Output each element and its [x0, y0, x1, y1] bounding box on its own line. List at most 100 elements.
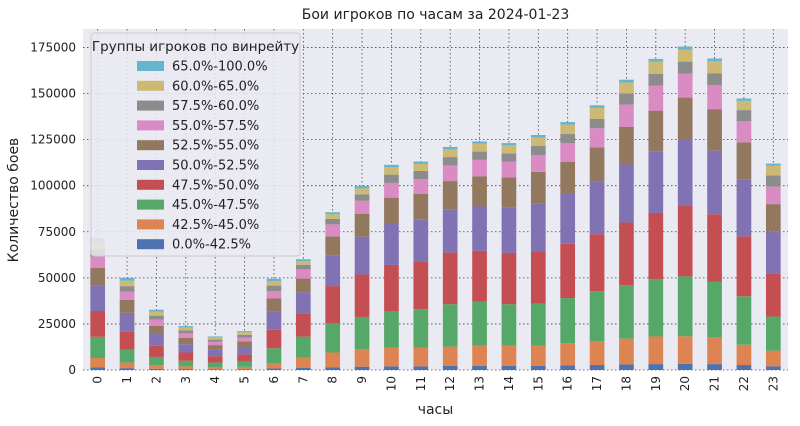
- bar-segment: [442, 209, 458, 253]
- bar-segment: [119, 280, 135, 287]
- bar-segment: [472, 206, 487, 251]
- legend-swatch: [137, 80, 164, 91]
- bar-segment: [384, 174, 399, 183]
- bar-segment: [707, 85, 722, 110]
- bar-segment: [149, 345, 164, 357]
- bar-segment: [765, 273, 781, 317]
- x-tick-label: 1: [120, 376, 134, 384]
- bar-segment: [648, 73, 664, 86]
- bar-segment: [90, 267, 106, 286]
- bar-segment: [295, 367, 311, 370]
- bar-segment: [178, 344, 194, 353]
- bar-segment: [325, 286, 341, 323]
- x-tick-label: 4: [208, 376, 222, 384]
- bar-segment: [237, 341, 252, 347]
- y-tick-label: 75000: [38, 225, 76, 239]
- bar-segment: [736, 344, 752, 366]
- y-tick-label: 150000: [30, 87, 76, 101]
- bar-segment: [707, 214, 722, 282]
- bar-segment: [707, 61, 722, 74]
- bar-segment: [530, 137, 546, 147]
- bar-segment: [413, 219, 429, 262]
- bar-segment: [677, 61, 693, 74]
- bar-segment: [119, 312, 135, 332]
- bar-segment: [354, 200, 370, 214]
- bar-segment: [266, 329, 282, 349]
- bar-segment: [530, 345, 546, 366]
- bar-segment: [707, 58, 722, 62]
- legend-items: 65.0%-100.0% 60.0%-65.0% 57.5%-60.0% 55.0%-…: [137, 60, 268, 253]
- bar-segment: [501, 177, 517, 208]
- legend-label: 57.5%-60.0%: [172, 99, 259, 114]
- bar-segment: [178, 360, 194, 367]
- x-tick-label: 5: [238, 376, 252, 384]
- bar-segment: [472, 141, 487, 144]
- bar-segment: [765, 204, 781, 232]
- bar-segment: [178, 327, 194, 331]
- bar-segment: [619, 79, 634, 83]
- bar-segment: [207, 345, 223, 350]
- x-tick-label: 23: [766, 376, 780, 391]
- y-tick-label: 25000: [38, 317, 76, 331]
- bar-segment: [384, 311, 399, 348]
- legend-swatch: [137, 100, 164, 111]
- bar-segment: [736, 365, 752, 370]
- bar-segment: [325, 224, 341, 237]
- bar-segment: [501, 145, 517, 154]
- bar-segment: [707, 109, 722, 151]
- bar-segment: [530, 365, 546, 370]
- bar-segment: [354, 194, 370, 201]
- bar-segment: [501, 345, 517, 366]
- bar-segment: [237, 354, 252, 362]
- bar-segment: [413, 179, 429, 194]
- y-tick-label: 100000: [30, 179, 76, 193]
- bar-segment: [207, 339, 223, 342]
- bar-segment: [442, 365, 458, 370]
- y-tick-label: 125000: [30, 133, 76, 147]
- bar-segment: [589, 181, 605, 235]
- bar-segment: [765, 366, 781, 370]
- bar-segment: [354, 188, 370, 195]
- bar-segment: [325, 322, 341, 353]
- x-tick-label: 12: [443, 376, 457, 391]
- bar-segment: [178, 352, 194, 361]
- bar-segment: [237, 346, 252, 355]
- legend-swatch: [137, 61, 164, 71]
- bar-segment: [677, 276, 693, 337]
- bar-segment: [648, 364, 664, 370]
- bar-segment: [765, 350, 781, 367]
- bar-segment: [736, 110, 752, 122]
- bar-segment: [413, 261, 429, 310]
- x-tick-label: 7: [296, 376, 310, 384]
- bar-segment: [354, 274, 370, 317]
- bar-segment: [560, 298, 576, 344]
- legend-swatch: [137, 199, 164, 210]
- bar-segment: [589, 234, 605, 292]
- bar-segment: [325, 367, 341, 370]
- legend-swatch: [137, 239, 164, 250]
- bar-segment: [325, 212, 341, 215]
- bar-segment: [677, 336, 693, 364]
- bar-segment: [119, 286, 135, 292]
- bar-segment: [90, 367, 106, 370]
- bar-segment: [149, 309, 164, 312]
- x-tick-label: 22: [737, 376, 751, 391]
- bar-segment: [266, 348, 282, 363]
- bar-segment: [354, 366, 370, 370]
- bar-segment: [530, 171, 546, 204]
- bar-segment: [589, 118, 605, 129]
- legend-swatch: [137, 120, 164, 131]
- y-tick-label: 0: [68, 363, 76, 377]
- legend-label: 65.0%-100.0%: [172, 60, 268, 75]
- bar-segment: [207, 367, 223, 370]
- legend: Группы игроков по винрейту 65.0%-100.0%6…: [90, 32, 301, 257]
- x-tick-label: 21: [708, 376, 722, 391]
- bar-segment: [149, 365, 164, 369]
- bar-segment: [707, 364, 722, 370]
- bar-segment: [442, 146, 458, 150]
- bar-segment: [413, 309, 429, 348]
- y-axis-label: Количество боев: [6, 138, 22, 263]
- bar-segment: [619, 364, 634, 370]
- bar-segment: [619, 285, 634, 339]
- bar-segment: [119, 331, 135, 350]
